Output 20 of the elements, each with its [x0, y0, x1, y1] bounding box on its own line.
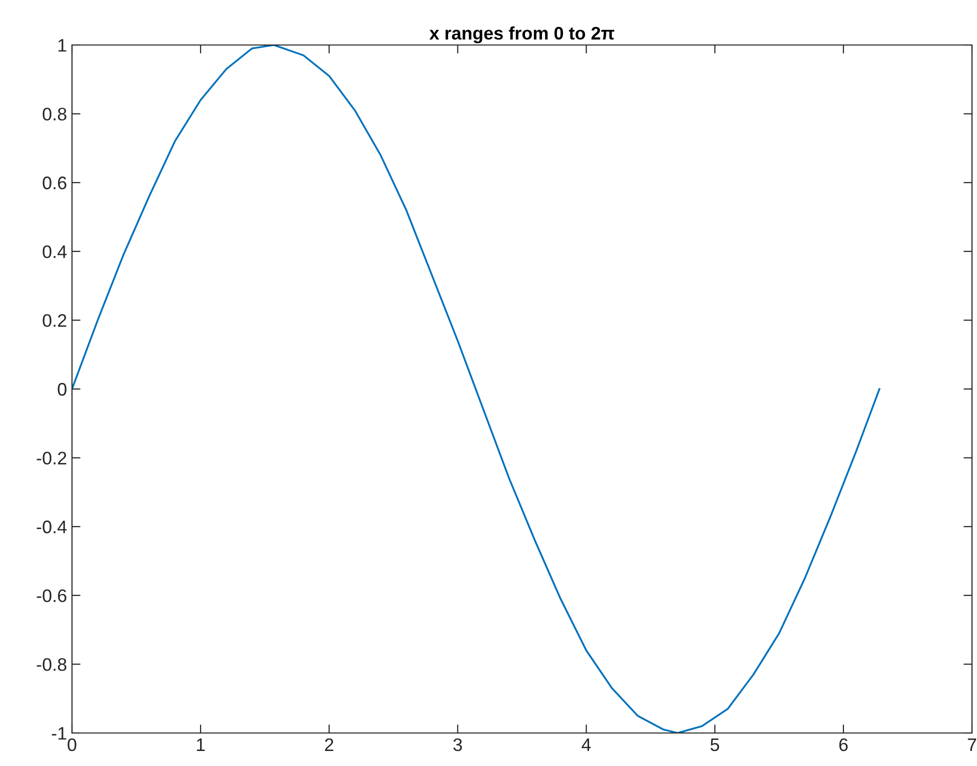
x-tick-label: 4	[582, 738, 591, 751]
y-tick-label: -0.4	[36, 520, 67, 534]
x-tick-label: 1	[196, 738, 205, 751]
x-tick-label: 0	[68, 738, 76, 752]
y-tick-label: -1	[52, 727, 66, 740]
y-tick-label: -0.2	[36, 452, 66, 465]
y-tick-label: 0.8	[42, 108, 66, 121]
y-tick-label: 1	[58, 39, 66, 52]
y-tick-label: 0.6	[42, 176, 66, 190]
chart-title: x ranges from 0 to 2π	[429, 26, 614, 44]
x-tick-label: 7	[968, 738, 976, 751]
x-tick-label: 3	[453, 738, 462, 752]
x-tick-label: 6	[839, 738, 848, 752]
y-tick-label: 0.4	[42, 245, 67, 258]
x-tick-label: 5	[710, 738, 720, 752]
y-tick-label: -0.8	[36, 658, 66, 671]
y-tick-label: 0	[58, 382, 66, 396]
y-tick-label: -0.6	[36, 589, 66, 602]
y-tick-label: 0.2	[42, 314, 66, 327]
x-tick-label: 2	[325, 738, 334, 751]
